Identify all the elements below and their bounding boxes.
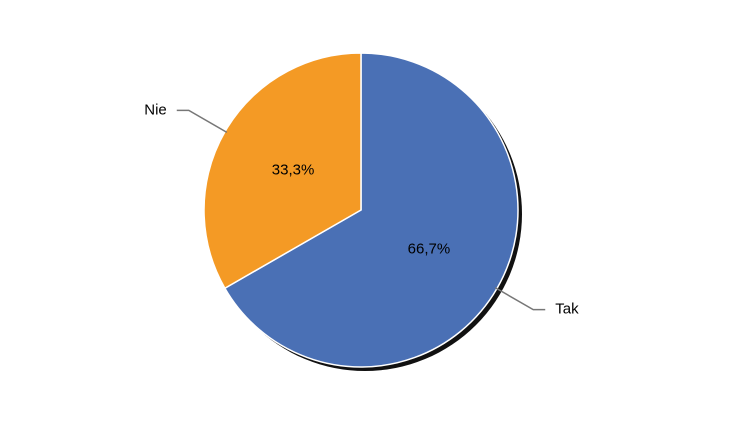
value-label: 66,7% <box>408 240 451 257</box>
leader-line <box>494 286 546 311</box>
category-label: Tak <box>555 301 579 318</box>
category-label: Nie <box>144 101 167 118</box>
value-label: 33,3% <box>272 162 315 179</box>
leader-line <box>176 109 228 134</box>
